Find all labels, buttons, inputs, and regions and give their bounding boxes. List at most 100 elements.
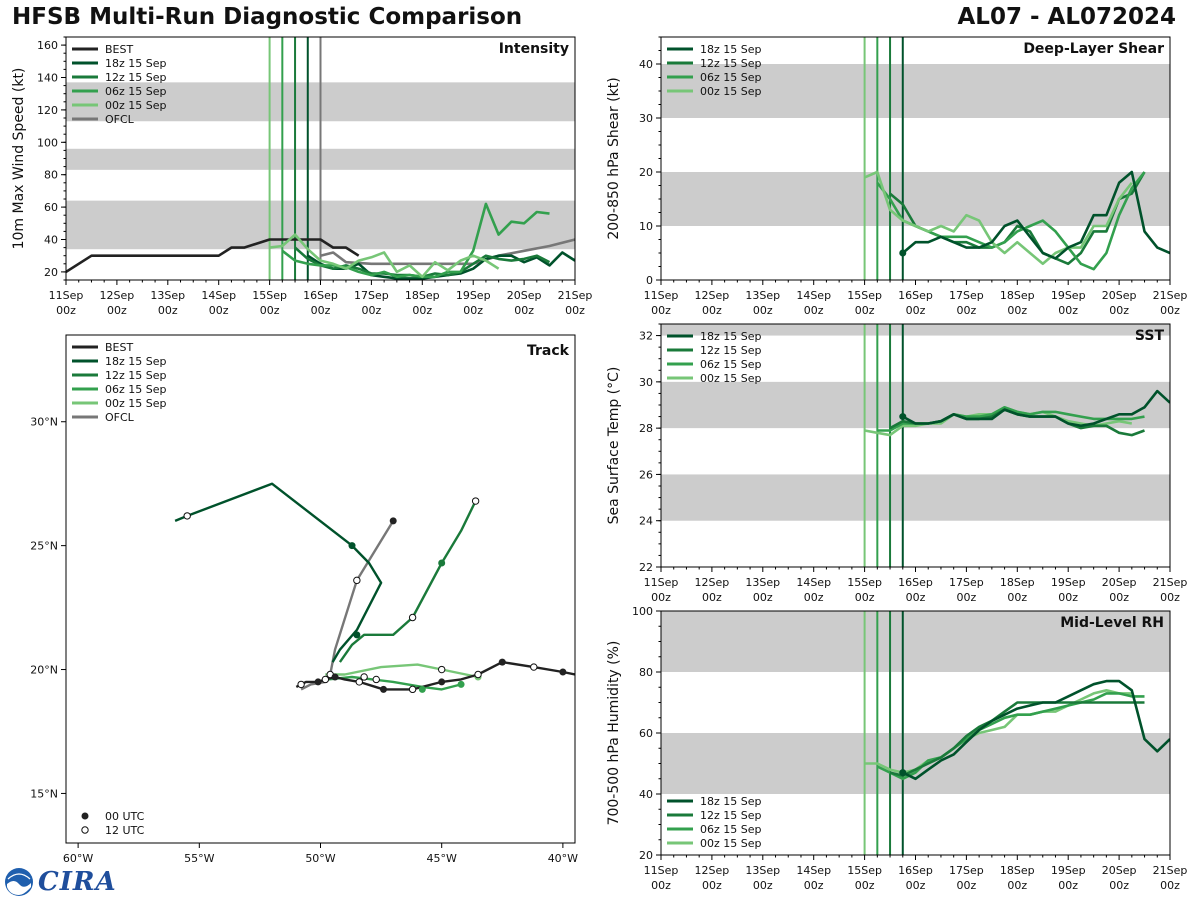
legend-marker-00utc — [81, 812, 89, 820]
x-tick-label: 17Sep — [949, 576, 984, 589]
x-tick-label: 16Sep — [898, 864, 933, 877]
x-tick-label-hour: 00z — [651, 879, 671, 892]
panel-intensity: 20 40 60 80 100 120 140 160 11Sep 00z 12Sep 00z 13Se… — [11, 36, 592, 317]
series-line-best — [66, 238, 360, 273]
y-tick-label: 25°N — [30, 540, 58, 553]
track-point-12utc — [360, 673, 368, 681]
x-tick-label-hour: 00z — [260, 304, 280, 317]
x-tick-label: 19Sep — [1051, 864, 1086, 877]
x-tick-label-hour: 00z — [158, 304, 178, 317]
track-point-00utc — [438, 559, 446, 567]
x-tick-label: 13Sep — [150, 289, 185, 302]
x-tick-label-hour: 00z — [1109, 879, 1129, 892]
y-tick-label: 80 — [639, 666, 653, 679]
x-tick-label: 21Sep — [1153, 576, 1188, 589]
start-point-marker — [899, 769, 907, 777]
y-tick-label: 120 — [37, 104, 58, 117]
x-tick-label-hour: 00z — [855, 304, 875, 317]
y-tick-label: 100 — [632, 605, 653, 618]
x-tick-label: 55°W — [184, 852, 214, 865]
y-tick-label: 32 — [639, 330, 653, 343]
legend-label: 00z 15 Sep — [700, 372, 762, 385]
track-point-12utc — [471, 497, 480, 505]
y-tick-label: 160 — [37, 39, 58, 52]
x-tick-label: 12Sep — [695, 576, 730, 589]
y-tick-label: 140 — [37, 72, 58, 85]
track-point-12utc — [353, 576, 361, 585]
storm-id-title: AL07 - AL072024 — [957, 4, 1177, 30]
x-tick-label: 17Sep — [354, 289, 389, 302]
x-tick-label-hour: 00z — [753, 879, 773, 892]
y-axis-label: 700-500 hPa Humidity (%) — [606, 641, 622, 826]
x-tick-label: 17Sep — [949, 864, 984, 877]
legend-label: 18z 15 Sep — [700, 330, 762, 343]
legend-label: 06z 15 Sep — [700, 823, 762, 836]
track-point-00utc — [559, 668, 567, 676]
legend-label: 00z 15 Sep — [105, 397, 167, 410]
track-point-12utc — [530, 663, 538, 671]
legend-label: OFCL — [105, 113, 135, 126]
x-tick-label-hour: 00z — [107, 304, 127, 317]
x-tick-label: 60°W — [63, 852, 93, 865]
x-tick-label: 19Sep — [1051, 576, 1086, 589]
x-tick-label-hour: 00z — [702, 879, 722, 892]
x-tick-label: 15Sep — [847, 864, 882, 877]
threshold-band — [661, 733, 1170, 794]
series-line-18z-15-sep — [902, 679, 1170, 781]
track-point-00utc — [389, 517, 397, 525]
y-tick-label: 24 — [639, 515, 653, 528]
threshold-band — [661, 474, 1170, 521]
legend-label: 18z 15 Sep — [105, 57, 167, 70]
y-tick-label: 0 — [646, 274, 653, 287]
x-tick-label-hour: 00z — [1109, 591, 1129, 604]
track-point-00utc — [348, 542, 356, 550]
x-tick-label-hour: 00z — [311, 304, 331, 317]
x-tick-label: 21Sep — [1153, 864, 1188, 877]
x-tick-label-hour: 00z — [1058, 591, 1078, 604]
y-tick-label: 80 — [44, 169, 58, 182]
x-tick-label-hour: 00z — [906, 591, 926, 604]
legend-label: 06z 15 Sep — [105, 383, 167, 396]
x-tick-label: 21Sep — [1153, 289, 1188, 302]
x-tick-label-hour: 00z — [651, 591, 671, 604]
x-tick-label: 45°W — [427, 852, 457, 865]
x-tick-label: 20Sep — [507, 289, 542, 302]
legend-label: 18z 15 Sep — [700, 43, 762, 56]
x-tick-label: 14Sep — [201, 289, 236, 302]
x-tick-label: 14Sep — [796, 576, 831, 589]
x-tick-label-hour: 00z — [362, 304, 382, 317]
y-tick-label: 20°N — [30, 664, 58, 677]
x-tick-label-hour: 00z — [1160, 591, 1180, 604]
x-tick-label-hour: 00z — [1007, 591, 1027, 604]
y-axis-label: 10m Max Wind Speed (kt) — [11, 68, 27, 250]
panel-sst: 22 24 26 28 30 32 11Sep 00z 12Sep 00z 13Sep 00z 14Se… — [606, 323, 1188, 604]
x-tick-label-hour: 00z — [753, 304, 773, 317]
x-tick-label: 14Sep — [796, 289, 831, 302]
legend-label: OFCL — [105, 411, 135, 424]
x-tick-label: 13Sep — [745, 289, 780, 302]
track-point-00utc — [331, 673, 339, 681]
x-tick-label: 12Sep — [100, 289, 135, 302]
threshold-band — [661, 64, 1170, 118]
track-point-00utc — [438, 678, 446, 686]
x-tick-label: 20Sep — [1102, 864, 1137, 877]
x-tick-label: 15Sep — [847, 576, 882, 589]
series-line-18z-15-sep — [901, 170, 1170, 260]
track-point-12utc — [372, 675, 380, 684]
series-line-12z-15-sep — [889, 701, 1145, 778]
x-tick-label: 50°W — [305, 852, 335, 865]
y-tick-label: 28 — [639, 422, 653, 435]
panel-title: Intensity — [499, 41, 569, 57]
legend-label: 12z 15 Sep — [700, 344, 762, 357]
legend-label: 12z 15 Sep — [700, 809, 762, 822]
x-tick-label: 16Sep — [303, 289, 338, 302]
panel-title: Mid-Level RH — [1060, 615, 1164, 631]
x-tick-label: 18Sep — [405, 289, 440, 302]
track-line-ofcl — [300, 520, 395, 691]
x-tick-label: 12Sep — [695, 864, 730, 877]
x-tick-label-hour: 00z — [804, 591, 824, 604]
panel-title: Deep-Layer Shear — [1023, 41, 1164, 57]
x-tick-label-hour: 00z — [1007, 304, 1027, 317]
x-tick-label-hour: 00z — [1160, 879, 1180, 892]
